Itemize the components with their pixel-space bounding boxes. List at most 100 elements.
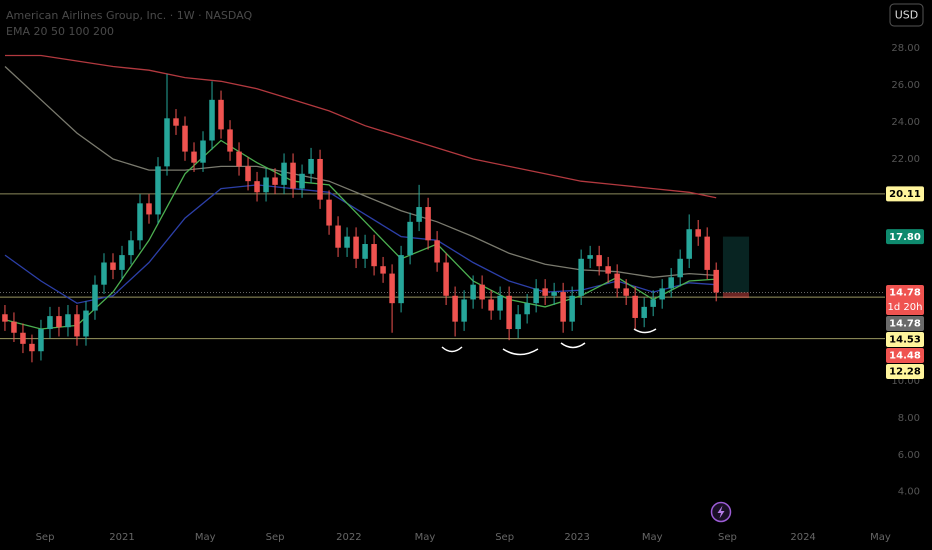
candle-body (587, 255, 593, 259)
x-tick-label: May (870, 532, 891, 543)
candle-body (272, 177, 278, 185)
candle-body (569, 295, 575, 322)
x-tick-label: Sep (266, 532, 285, 543)
y-tick-label: 10.00 (891, 376, 920, 387)
y-tick-label: 4.00 (898, 487, 920, 498)
y-tick-label: 6.00 (898, 450, 920, 461)
candle-body (533, 288, 539, 304)
candle-body (389, 273, 395, 304)
candle-body (668, 277, 674, 289)
candle-body (47, 316, 53, 330)
candle-body (11, 321, 17, 333)
candle-body (380, 266, 386, 274)
candle-body (407, 221, 413, 256)
ma-line (5, 54, 717, 199)
price-label: 14.78 (889, 288, 921, 299)
price-label: 17.80 (889, 232, 921, 243)
candle-body (497, 295, 503, 311)
candle-body (164, 118, 170, 167)
x-tick-label: 2022 (336, 532, 361, 543)
price-label-bg (886, 363, 924, 379)
candle-body (560, 292, 566, 322)
candle-body (434, 240, 440, 263)
candle-body (218, 99, 224, 130)
candle-body (182, 125, 188, 152)
candle-body (506, 295, 512, 330)
candle-body (614, 273, 620, 289)
currency-button[interactable] (889, 3, 924, 27)
candle-body (623, 288, 629, 296)
position-stop-zone (722, 292, 750, 298)
candle-body (128, 240, 134, 256)
candle-body (137, 203, 143, 241)
candle-body (56, 316, 62, 328)
price-label: 14.48 (889, 351, 921, 362)
y-tick-label: 8.00 (898, 413, 920, 424)
candle-body (704, 236, 710, 270)
candle-body (425, 207, 431, 241)
x-tick-label: May (642, 532, 663, 543)
price-countdown: 1d 20h (888, 302, 923, 313)
candle-body (353, 236, 359, 259)
price-label: 12.28 (889, 367, 921, 378)
x-tick-label: Sep (495, 532, 514, 543)
annotation-arc (441, 346, 463, 353)
candle-body (236, 151, 242, 167)
annotation-arc (560, 342, 586, 349)
annotation-arc (502, 348, 539, 356)
candle-body (578, 258, 584, 296)
plot-area (0, 54, 885, 363)
candle-body (443, 262, 449, 296)
candle-body (416, 207, 422, 222)
y-tick-label: 28.00 (891, 43, 920, 54)
candle-body (281, 162, 287, 185)
candle-body (29, 343, 35, 352)
currency-label[interactable]: USD (895, 9, 919, 22)
candle-body (299, 173, 305, 189)
y-tick-label: 24.00 (891, 117, 920, 128)
price-label-bg (886, 315, 924, 331)
alert-icon[interactable] (710, 501, 732, 523)
candle-body (290, 162, 296, 189)
candle-body (2, 314, 8, 322)
candle-body (542, 288, 548, 296)
candle-body (461, 299, 467, 322)
price-label-bg (886, 284, 924, 315)
grid: 4.00 6.00 8.00 10.00 22.00 24.00 26.00 28.00 Sep… (36, 43, 920, 543)
candle-body (110, 262, 116, 270)
candle-body (677, 258, 683, 278)
candle-body (146, 203, 152, 215)
candle-body (371, 244, 377, 267)
x-tick-label: Sep (36, 532, 55, 543)
indicator-legend: EMA 20 50 100 200 (6, 25, 114, 38)
annotations (441, 328, 657, 356)
candle-body (326, 199, 332, 226)
candle-body (335, 225, 341, 248)
candle-body (200, 140, 206, 163)
alert-bolt[interactable] (717, 505, 725, 519)
chart-title: American Airlines Group, Inc. · 1W · NAS… (6, 9, 252, 22)
x-tick-label: 2023 (564, 532, 589, 543)
candle-body (488, 299, 494, 311)
candle-body (479, 284, 485, 300)
candle-body (515, 314, 521, 330)
candle-body (191, 151, 197, 163)
price-label-bg (886, 229, 924, 245)
candle-body (254, 181, 260, 193)
price-label-bg (886, 347, 924, 363)
candle-body (155, 166, 161, 215)
candle-body (686, 229, 692, 259)
x-tick-label: May (195, 532, 216, 543)
candle-body (596, 255, 602, 267)
candle-body (641, 306, 647, 318)
x-tick-label: 2021 (109, 532, 134, 543)
ma-line (4, 139, 717, 330)
x-tick-label: 2024 (790, 532, 815, 543)
candle-body (362, 244, 368, 259)
price-label: 14.78 (889, 319, 921, 330)
x-tick-label: Sep (718, 532, 737, 543)
price-label: 14.53 (889, 335, 921, 346)
